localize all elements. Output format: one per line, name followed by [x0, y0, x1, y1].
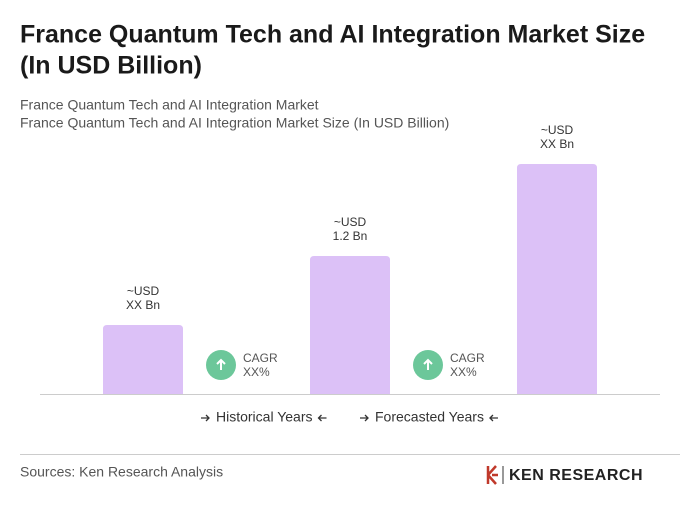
- logo-icon: [486, 465, 498, 485]
- cagr-value: XX%: [450, 365, 477, 379]
- cagr-label: CAGR: [243, 351, 278, 365]
- legend-label: Historical Years: [216, 409, 313, 425]
- value-label: ~USD: [541, 123, 574, 137]
- logo-text: KEN RESEARCH: [509, 467, 643, 484]
- value-label: XX Bn: [540, 137, 574, 151]
- cagr-arrow: [216, 358, 226, 370]
- logo: KEN RESEARCH: [486, 465, 643, 485]
- value-label: 1.2 Bn: [333, 229, 368, 243]
- legend-arrow: [489, 414, 498, 422]
- source: Sources: Ken Research Analysis: [20, 464, 223, 480]
- cagr-value: XX%: [243, 365, 270, 379]
- legend-label: Forecasted Years: [375, 409, 484, 425]
- legend-arrow: [360, 414, 369, 422]
- cagr-arrow: [423, 358, 433, 370]
- subtitle: France Quantum Tech and AI Integration M…: [20, 115, 449, 131]
- cagr-label: CAGR: [450, 351, 485, 365]
- subtitle: France Quantum Tech and AI Integration M…: [20, 97, 319, 113]
- legend-arrow: [317, 414, 327, 422]
- value-label: ~USD: [127, 284, 160, 298]
- value-label: XX Bn: [126, 298, 160, 312]
- value-label: ~USD: [334, 215, 367, 229]
- bar: [517, 164, 597, 394]
- legend-arrow: [201, 414, 210, 422]
- bar: [310, 256, 390, 394]
- chart-title: France Quantum Tech and AI Integration M…: [20, 21, 645, 49]
- bar: [103, 325, 183, 394]
- chart-title: (In USD Billion): [20, 52, 202, 80]
